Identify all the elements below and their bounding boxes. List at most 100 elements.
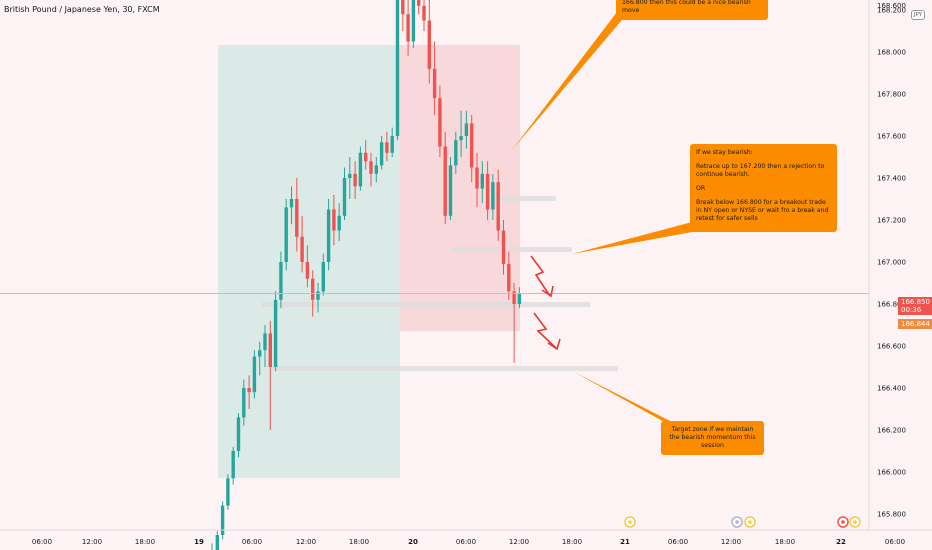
- candle-body: [342, 178, 347, 216]
- price-tick-label-top: 168.600: [877, 2, 906, 10]
- candle-body: [427, 20, 431, 69]
- price-tick-label: 168.000: [877, 49, 906, 57]
- level-zone: [452, 247, 572, 252]
- secondary-price-value: 166.844: [901, 320, 930, 328]
- price-tick-label: 167.000: [877, 259, 906, 267]
- long-zone: [218, 45, 400, 478]
- bearish-arrow-2-head: [547, 338, 561, 351]
- time-tick-label: 18:00: [775, 538, 795, 546]
- currency-badge[interactable]: JPY: [910, 10, 925, 20]
- price-tick-label: 166.600: [877, 343, 906, 351]
- event-marker-dot: [628, 520, 632, 524]
- candle-body: [348, 173, 352, 178]
- candle-body: [364, 152, 368, 162]
- time-tick-label: 18:00: [349, 538, 369, 546]
- time-tick-label: 06:00: [885, 538, 905, 546]
- candle-body: [379, 142, 384, 166]
- candle-body: [279, 262, 283, 300]
- candle-body: [316, 291, 320, 300]
- candle-body: [215, 535, 219, 550]
- candle-body: [459, 136, 463, 141]
- candle-body: [464, 123, 469, 136]
- candle-body: [300, 236, 304, 262]
- candle-body: [454, 140, 458, 166]
- time-tick-label: 06:00: [668, 538, 688, 546]
- candle-body: [432, 68, 437, 99]
- candle-body: [268, 333, 272, 367]
- bar-countdown: 00:36: [901, 306, 922, 314]
- candle-body: [337, 215, 341, 231]
- event-marker-dot: [853, 520, 857, 524]
- candle-body: [236, 417, 241, 451]
- candle-body: [491, 182, 495, 210]
- candle-body: [501, 230, 506, 265]
- candle-body: [485, 173, 490, 210]
- candle-body: [305, 262, 310, 279]
- time-tick-label: 20: [408, 538, 418, 546]
- candle-body: [326, 209, 331, 262]
- candle-body: [406, 14, 410, 42]
- candle-body: [220, 505, 225, 535]
- support-resistance-levels: [262, 196, 618, 371]
- time-tick-label: 19: [194, 538, 204, 546]
- economic-event-markers[interactable]: [624, 516, 861, 528]
- candlestick-series: [211, 0, 522, 550]
- bearish-callout-pointer: [572, 222, 692, 254]
- time-tick-label: 21: [620, 538, 630, 546]
- time-tick-label: 12:00: [721, 538, 741, 546]
- candle-body: [448, 165, 453, 216]
- candle-body: [422, 5, 426, 21]
- candle-body: [385, 142, 389, 153]
- candle-body: [517, 293, 522, 304]
- candle-body: [470, 123, 474, 168]
- candle-body: [247, 388, 251, 393]
- candle-body: [475, 167, 479, 189]
- time-tick-label: 12:00: [296, 538, 316, 546]
- target-zone-callout: Target zone if we maintain the bearish m…: [661, 421, 764, 456]
- bearish-plan-callout: If we stay bearish: Retrace up to 167.20…: [690, 144, 837, 232]
- candle-body: [231, 451, 235, 479]
- bearish-line-1: Retrace up to 167.200 then a rejection t…: [696, 163, 825, 179]
- bearish-title: If we stay bearish:: [696, 149, 753, 156]
- position-zones: [218, 45, 520, 478]
- candle-body: [311, 278, 315, 300]
- candle-body: [242, 388, 246, 418]
- candle-body: [512, 291, 516, 304]
- price-tick-label: 166.800: [877, 301, 906, 309]
- time-tick-label: 06:00: [242, 538, 262, 546]
- time-tick-label: 06:00: [32, 538, 52, 546]
- top-callout: 166.800 then this could be a nice bearis…: [616, 0, 768, 21]
- event-marker-dot: [735, 520, 739, 524]
- candle-body: [395, 0, 400, 137]
- candle-body: [390, 136, 394, 153]
- event-marker-dot: [841, 520, 845, 524]
- candle-body: [258, 350, 262, 357]
- bearish-line-2: Break below 166.800 for a breakout trade…: [696, 199, 829, 223]
- target-callout-pointer: [574, 372, 676, 424]
- price-tick-label: 166.200: [877, 427, 906, 435]
- current-price-value: 166.850: [901, 298, 930, 306]
- candle-body: [263, 333, 267, 351]
- event-marker-dot: [748, 520, 752, 524]
- time-tick-label: 18:00: [562, 538, 582, 546]
- candle-body: [295, 199, 299, 237]
- candle-body: [321, 262, 325, 292]
- top-callout-text: 166.800 then this could be a nice bearis…: [622, 0, 751, 15]
- candle-body: [496, 182, 500, 231]
- candle-body: [284, 207, 288, 262]
- time-tick-label: 06:00: [456, 538, 476, 546]
- candle-body: [353, 173, 357, 187]
- candle-body: [332, 209, 336, 231]
- candle-body: [443, 146, 447, 216]
- price-tick-label: 166.400: [877, 385, 906, 393]
- candle-body: [480, 173, 484, 189]
- price-tick-label: 168.200: [877, 7, 906, 15]
- time-axis[interactable]: 06:00 12:00 18:00 19 06:00 12:00 18:00 20 06:00 1…: [32, 538, 905, 546]
- candle-body: [417, 0, 421, 6]
- candle-body: [411, 0, 416, 42]
- price-tick-label: 165.800: [877, 511, 906, 519]
- price-tick-label: 167.200: [877, 217, 906, 225]
- price-axis[interactable]: 168.400168.200168.000167.800167.600167.4…: [877, 0, 906, 550]
- secondary-price-tag: 166.844: [898, 319, 932, 329]
